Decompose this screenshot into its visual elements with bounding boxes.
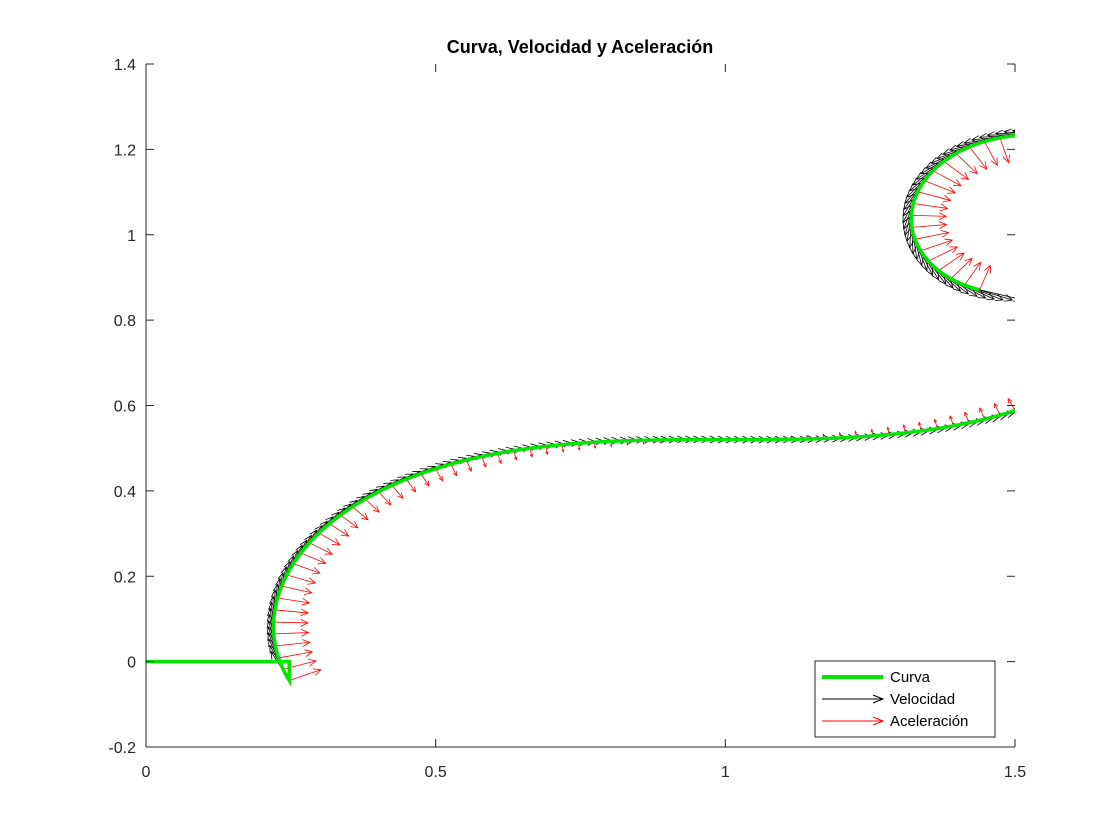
x-ticks: 0 0.5 1 1.5 (142, 64, 1026, 781)
y-tick-label: 1.2 (114, 142, 136, 159)
curve-line (146, 133, 1015, 687)
legend-label-curve: Curva (890, 669, 931, 686)
acceleration-arrow (955, 153, 978, 175)
y-tick-label: 0.2 (114, 569, 136, 586)
acceleration-arrow (913, 203, 949, 212)
acceleration-arrow (405, 478, 417, 493)
acceleration-arrow (278, 649, 314, 659)
acceleration-arrow (289, 668, 322, 681)
y-ticks: -0.2 0 0.2 0.4 0.6 0.8 1 1.2 1.4 (108, 57, 1015, 757)
acceleration-arrow (1007, 397, 1015, 411)
acceleration-arrow (465, 459, 472, 472)
curve (146, 133, 1015, 687)
plot-area (146, 128, 1015, 687)
chart-title: Curva, Velocidad y Aceleración (447, 37, 713, 57)
acceleration-arrow (318, 532, 341, 546)
acceleration-arrow (984, 141, 998, 167)
legend-swatch-acceleration (822, 716, 885, 726)
legend-label-acceleration: Aceleración (890, 713, 968, 730)
acceleration-arrow (969, 146, 988, 170)
acceleration-arrow (932, 170, 962, 187)
velocity-arrow (1011, 129, 1015, 133)
acceleration-arrow (964, 411, 970, 423)
acceleration-arrow (277, 597, 311, 606)
acceleration-arrow (435, 468, 443, 482)
legend-label-velocity: Velocidad (890, 691, 955, 708)
acceleration-arrow (340, 514, 359, 529)
acceleration-arrow (364, 498, 380, 513)
acceleration-arrow (917, 191, 952, 203)
acceleration-arrow (914, 230, 950, 240)
acceleration-arrow (286, 574, 317, 585)
acceleration-arrow (999, 137, 1010, 164)
acceleration-arrow (329, 523, 350, 537)
acceleration-arrow (481, 456, 487, 468)
acceleration-arrow (275, 639, 311, 647)
y-tick-label: 0.8 (114, 313, 136, 330)
y-tick-label: 0.6 (114, 399, 136, 416)
acceleration-arrow (911, 212, 948, 220)
legend-swatch-velocity (822, 694, 885, 704)
x-tick-label: 0.5 (425, 764, 447, 781)
x-tick-label: 1 (721, 764, 730, 781)
axes: 0 0.5 1 1.5 -0.2 0 0.2 0.4 0.6 0.8 1 1.2 1.4 (108, 57, 1026, 781)
legend: Curva Velocidad Aceleración (814, 660, 996, 738)
acceleration-arrow (273, 628, 310, 637)
acceleration-arrow (450, 463, 458, 477)
y-tick-label: 1 (127, 228, 136, 245)
acceleration-arrow (938, 252, 965, 271)
y-tick-label: 0.4 (114, 484, 136, 501)
y-tick-label: 1.4 (114, 57, 136, 74)
acceleration-arrow (911, 221, 948, 229)
velocity-arrow (1003, 128, 1015, 137)
acceleration-arrow (979, 407, 986, 420)
acceleration-arrow (391, 485, 404, 499)
acceleration-arrow (274, 608, 309, 617)
acceleration-arrow (950, 257, 973, 280)
acceleration-arrow (293, 563, 321, 575)
acceleration-arrow (378, 491, 392, 506)
acceleration-arrow (273, 618, 309, 627)
acceleration-arrow (920, 238, 954, 252)
acceleration-arrow (352, 506, 369, 521)
acceleration-arrow (924, 180, 956, 194)
acceleration-arrow (309, 542, 334, 555)
acceleration-arrow (300, 552, 327, 565)
acceleration-arrow (943, 161, 970, 180)
acceleration-arrow (420, 473, 430, 487)
velocity-arrow (994, 129, 1015, 138)
acceleration-arrow (964, 261, 982, 286)
y-tick-label: -0.2 (108, 740, 136, 757)
acceleration-arrow (281, 585, 313, 596)
velocity-arrow (979, 289, 1015, 302)
acceleration-arrow (979, 264, 992, 290)
x-tick-label: 0 (142, 764, 151, 781)
y-tick-label: 0 (127, 655, 136, 672)
x-tick-label: 1.5 (1004, 764, 1026, 781)
acceleration-arrow (928, 246, 959, 262)
